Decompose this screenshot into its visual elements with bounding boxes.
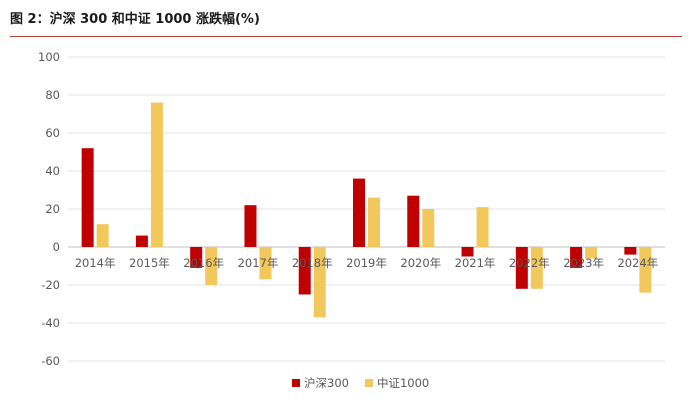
legend-label: 沪深300 bbox=[304, 376, 349, 390]
bar bbox=[353, 178, 365, 247]
y-tick-label: -60 bbox=[41, 354, 60, 368]
y-tick-label: -40 bbox=[41, 316, 60, 330]
bar bbox=[368, 197, 380, 247]
bar bbox=[585, 247, 598, 259]
bar bbox=[96, 224, 109, 247]
y-tick-label: 80 bbox=[45, 88, 60, 102]
bar bbox=[407, 195, 420, 247]
x-tick-label: 2022年 bbox=[509, 256, 550, 270]
legend: 沪深300 中证1000 bbox=[292, 376, 429, 390]
bar bbox=[244, 205, 257, 247]
y-tick-label: 20 bbox=[45, 202, 60, 216]
bar bbox=[515, 247, 528, 289]
x-tick-label: 2019年 bbox=[346, 256, 387, 270]
gridlines bbox=[68, 56, 665, 362]
x-tick-label: 2021年 bbox=[455, 256, 496, 270]
x-tick-label: 2017年 bbox=[238, 256, 279, 270]
x-tick-label: 2020年 bbox=[400, 256, 441, 270]
y-axis-ticks: -60 -40 -20 0 20 40 60 80 100 bbox=[38, 50, 60, 368]
bar bbox=[81, 148, 94, 247]
bar bbox=[624, 247, 637, 255]
x-tick-label: 2018年 bbox=[292, 256, 333, 270]
bar bbox=[461, 247, 474, 257]
x-tick-label: 2024年 bbox=[617, 256, 658, 270]
x-tick-label: 2023年 bbox=[563, 256, 604, 270]
bar bbox=[639, 247, 652, 293]
title-divider bbox=[10, 36, 682, 37]
bar bbox=[259, 247, 272, 280]
bar bbox=[135, 235, 148, 247]
bar bbox=[530, 247, 543, 289]
bar bbox=[205, 247, 218, 285]
legend-label: 中证1000 bbox=[377, 376, 429, 390]
bar bbox=[476, 207, 489, 247]
y-tick-label: 60 bbox=[45, 126, 60, 140]
bar bbox=[313, 247, 326, 318]
bar bbox=[298, 247, 311, 295]
bar bbox=[422, 209, 435, 247]
x-tick-label: 2015年 bbox=[129, 256, 170, 270]
y-tick-label: -20 bbox=[41, 278, 60, 292]
figure-title: 图 2：沪深 300 和中证 1000 涨跌幅(%) bbox=[10, 12, 260, 27]
bars bbox=[81, 102, 652, 318]
legend-swatch bbox=[292, 379, 300, 387]
bar bbox=[150, 102, 163, 247]
bar bbox=[190, 247, 203, 268]
x-axis-ticks: 2014年 2015年 2016年 2017年 2018年 2019年 2020年 2021年… bbox=[75, 256, 659, 270]
x-tick-label: 2016年 bbox=[183, 256, 224, 270]
legend-swatch bbox=[364, 379, 373, 387]
y-tick-label: 40 bbox=[45, 164, 60, 178]
y-tick-label: 100 bbox=[38, 50, 60, 64]
x-tick-label: 2014年 bbox=[75, 256, 116, 270]
y-tick-label: 0 bbox=[53, 240, 60, 254]
bar bbox=[570, 247, 583, 268]
